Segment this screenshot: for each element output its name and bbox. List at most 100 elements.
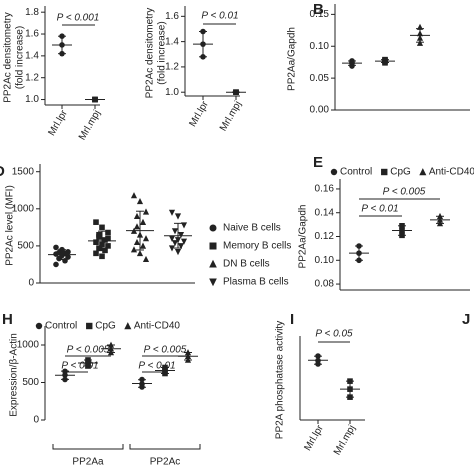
- panel-letter: J: [462, 311, 470, 328]
- y-tick-label: 0.05: [310, 73, 330, 84]
- data-point: [56, 255, 62, 262]
- annotation: P < 0.01: [201, 11, 238, 22]
- y-tick-label: 1.2: [165, 62, 179, 73]
- panel-letter: H: [2, 311, 13, 328]
- data-point: [177, 231, 185, 239]
- y-tick-label: 1.2: [25, 72, 39, 83]
- data-point: [177, 243, 185, 250]
- data-point: [65, 254, 71, 260]
- data-point: [349, 63, 355, 69]
- y-tick-label: 0.12: [315, 231, 335, 242]
- x-tick-label: Mrl.mpj: [332, 423, 358, 457]
- data-point: [133, 223, 141, 230]
- data-point: [53, 251, 59, 257]
- data-point: [105, 235, 111, 242]
- panel-letter: I: [290, 311, 294, 328]
- data-point: [130, 246, 138, 253]
- legend-label: Control: [45, 321, 77, 332]
- annotation: P < 0.01: [138, 361, 175, 372]
- annotation: P < 0.005: [383, 187, 426, 198]
- legend-marker: [86, 322, 93, 330]
- y-tick-label: 0.00: [310, 105, 330, 116]
- data-point: [102, 237, 108, 243]
- panel-letter: B: [313, 1, 324, 18]
- x-tick-label: Mrl.lpr: [46, 108, 70, 138]
- y-tick-label: 1500: [12, 166, 35, 177]
- data-point: [96, 231, 102, 238]
- x-tick-label: Mrl.mpj: [218, 99, 244, 133]
- legend-label: DN B cells: [223, 259, 270, 270]
- panel-letter: E: [313, 154, 323, 171]
- data-point: [416, 39, 424, 46]
- annotation: P < 0.05: [315, 329, 353, 340]
- y-tick-label: 1.0: [165, 87, 179, 98]
- legend-marker: [381, 168, 388, 176]
- legend-marker: [209, 242, 217, 250]
- y-tick-label: 0: [33, 415, 39, 426]
- x-tick-label: PP2Aa: [72, 457, 104, 468]
- y-tick-label: 1.4: [25, 51, 39, 62]
- data-point: [168, 235, 176, 242]
- panel-letter: D: [0, 163, 5, 180]
- x-tick-label: Mrl.lpr: [302, 423, 326, 453]
- legend-marker: [209, 259, 217, 268]
- data-point: [93, 250, 99, 257]
- y-axis-label: PP2Ac level (MFI): [5, 185, 16, 266]
- data-point: [171, 228, 179, 235]
- y-tick-label: 1000: [17, 340, 40, 351]
- y-tick-label: 0.15: [310, 9, 330, 20]
- data-point: [142, 235, 150, 242]
- y-tick-label: 0: [28, 278, 34, 289]
- y-axis-label: (fold increase): [15, 26, 26, 89]
- category-bracket: [129, 444, 201, 450]
- y-axis-label: PP2A phosphatase activity: [275, 321, 286, 439]
- y-tick-label: 1.4: [165, 36, 179, 47]
- data-point: [105, 243, 111, 249]
- data-point: [130, 192, 138, 199]
- data-point: [142, 255, 150, 263]
- data-point: [99, 224, 105, 231]
- data-point: [136, 198, 144, 205]
- legend-label: Anti-CD40: [134, 321, 181, 332]
- data-point: [139, 218, 147, 225]
- data-point: [139, 242, 147, 249]
- data-point: [53, 244, 59, 251]
- y-axis-label: (fold increase): [157, 21, 168, 84]
- category-bracket: [52, 444, 124, 450]
- data-point: [105, 229, 111, 236]
- legend-marker: [124, 322, 132, 330]
- y-tick-label: 500: [22, 377, 39, 388]
- legend-marker: [209, 278, 217, 287]
- data-point: [174, 213, 182, 220]
- data-point: [99, 253, 105, 260]
- data-point: [62, 257, 68, 264]
- annotation: P < 0.005: [67, 345, 110, 356]
- y-tick-label: 1.0: [25, 94, 39, 105]
- data-point: [174, 249, 182, 256]
- legend-label: Plasma B cells: [223, 277, 289, 288]
- legend-label: Memory B cells: [223, 241, 291, 252]
- annotation: P < 0.01: [61, 361, 98, 372]
- y-tick-label: 500: [17, 241, 34, 252]
- data-point: [180, 222, 188, 229]
- legend-marker: [209, 224, 217, 232]
- data-point: [168, 209, 176, 216]
- data-point: [133, 212, 141, 220]
- y-tick-label: 0.10: [310, 41, 330, 52]
- x-tick-label: Mrl.mpj: [77, 108, 103, 142]
- annotation: P < 0.01: [361, 204, 398, 215]
- data-point: [180, 238, 188, 245]
- y-axis-label: PP2Aa/Gapdh: [287, 27, 298, 91]
- legend-label: Anti-CD40: [429, 167, 474, 178]
- x-tick-label: PP2Ac: [150, 457, 181, 468]
- legend-marker: [419, 168, 427, 176]
- annotation: P < 0.005: [144, 345, 187, 356]
- data-point: [96, 245, 102, 251]
- data-point: [171, 240, 179, 247]
- y-tick-label: 1000: [12, 203, 35, 214]
- y-axis-label: Expression/β-Actin: [9, 333, 20, 417]
- y-axis-label: PP2Aa/Gapdh: [298, 205, 309, 269]
- legend-label: CpG: [390, 167, 411, 178]
- y-axis-label: PP2Ac densitometry: [3, 12, 14, 103]
